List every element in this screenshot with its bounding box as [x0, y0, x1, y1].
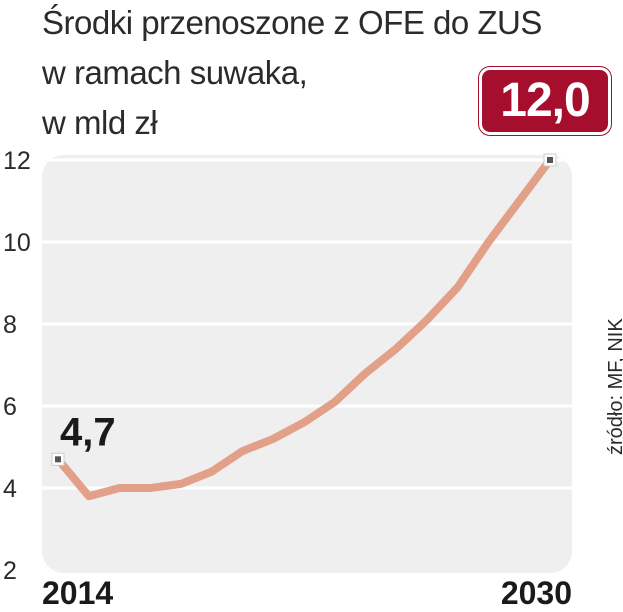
y-tick-label-2: 2	[3, 557, 17, 585]
chart-title-line-2: w ramach suwaka,	[42, 54, 308, 91]
series-line	[54, 156, 554, 501]
x-axis-ticks: 2014 2030	[42, 575, 572, 611]
y-tick-label-10: 10	[3, 229, 31, 257]
y-tick-label-6: 6	[3, 393, 17, 421]
chart-title-line-3: w mld zł	[42, 104, 158, 141]
series-polyline	[54, 156, 554, 501]
end-value-badge: 12,0	[482, 70, 608, 132]
y-tick-label-4: 4	[3, 475, 17, 503]
plot-background	[42, 155, 572, 573]
x-tick-label-2030: 2030	[501, 575, 572, 611]
data-labels: 4,7	[60, 410, 116, 454]
y-tick-label-8: 8	[3, 311, 17, 339]
point-marker-core-16	[547, 157, 553, 163]
x-tick-label-2014: 2014	[42, 575, 113, 611]
y-tick-label-12: 12	[3, 147, 31, 175]
y-axis-ticks: 2 4 6 8 10 12	[3, 147, 31, 585]
point-marker-core-0	[55, 456, 61, 463]
data-label-start: 4,7	[60, 410, 116, 454]
chart-title-line-1: Środki przenoszone z OFE do ZUS	[42, 4, 542, 41]
point-markers	[51, 153, 557, 466]
